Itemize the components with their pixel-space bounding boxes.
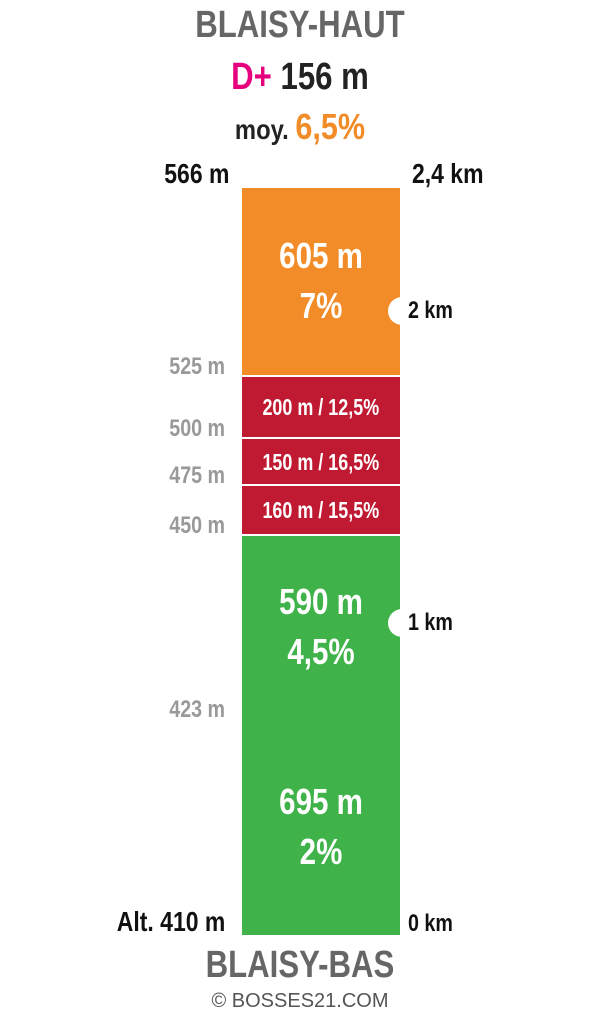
segment-1: 695 m 2% (242, 718, 400, 935)
elevation-marker: 423 m (169, 696, 225, 724)
segment-2: 590 m 4,5% (242, 533, 400, 719)
average-grade: moy. 6,5% (45, 106, 555, 148)
km-marker-label: 1 km (408, 608, 453, 636)
segment-distance-label: 590 m (279, 581, 363, 623)
elevation-marker: 525 m (169, 352, 225, 380)
km-marker-label: 2 km (408, 296, 453, 324)
elevation-gain-label: D+ (231, 56, 272, 98)
elevation-marker: 500 m (169, 415, 225, 443)
segment-distance-label: 200 m / 12,5% (262, 394, 380, 420)
elevation-gain: D+ 156 m (54, 56, 546, 99)
average-grade-label: moy. (234, 114, 289, 145)
segment-grade-label: 2% (299, 830, 343, 872)
segment-6: 605 m 7% (242, 186, 400, 375)
segment-distance-label: 695 m (279, 780, 363, 822)
segment-grade-label: 7% (299, 285, 343, 327)
summit-title: BLAISY-HAUT (195, 4, 405, 46)
start-km: 0 km (408, 910, 453, 937)
segment-grade-label: 4,5% (287, 631, 355, 673)
elevation-marker: 475 m (169, 462, 225, 490)
segment-distance-label: 160 m / 15,5% (262, 496, 380, 523)
km-notch (388, 608, 416, 637)
average-grade-value: 6,5% (295, 106, 366, 147)
elevation-marker: 450 m (169, 511, 225, 539)
start-altitude: Alt. 410 m (116, 906, 225, 937)
summit-altitude: 566 m (163, 158, 229, 189)
base-title: BLAISY-BAS (205, 944, 395, 986)
climb-profile-bar: 695 m 2% 590 m 4,5% 160 m / 15,5% 150 m / 16,… (242, 186, 416, 935)
copyright: © BOSSES21.COM (211, 990, 389, 1012)
segment-distance-label: 150 m / 16,5% (262, 448, 380, 475)
segment-5: 200 m / 12,5% (242, 374, 400, 438)
elevation-gain-value: 156 m (280, 56, 369, 98)
total-distance: 2,4 km (412, 158, 484, 189)
segment-4: 150 m / 16,5% (242, 437, 400, 485)
km-notch (388, 296, 416, 325)
segment-distance-label: 605 m (279, 235, 363, 277)
segment-3: 160 m / 15,5% (242, 484, 400, 534)
